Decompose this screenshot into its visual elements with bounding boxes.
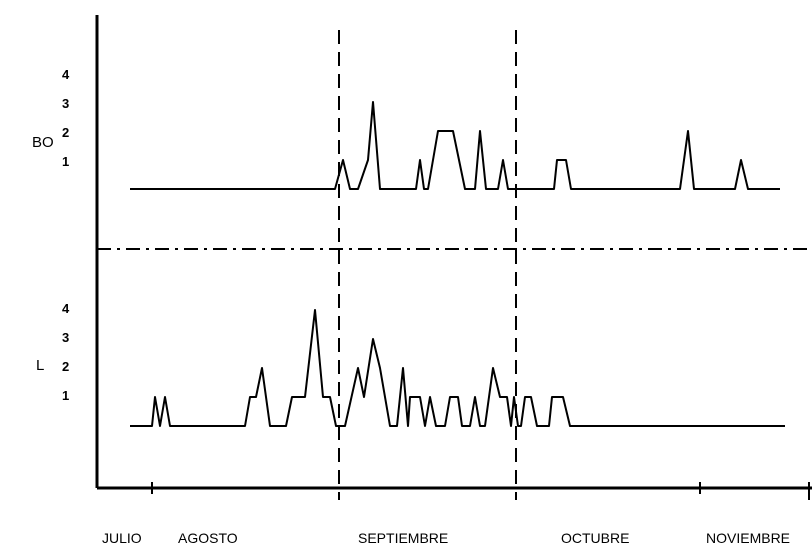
bo-ytick-4: 4 (62, 67, 70, 82)
l-ytick-4: 4 (62, 301, 70, 316)
month-noviembre: NOVIEMBRE (706, 530, 790, 546)
series-layer (130, 101, 785, 427)
bo-ytick-1: 1 (62, 154, 69, 169)
label-l: L (36, 357, 44, 374)
month-julio: JULIO (102, 530, 142, 546)
month-octubre: OCTUBRE (561, 530, 629, 546)
l-ytick-3: 3 (62, 330, 69, 345)
bo-ytick-3: 3 (62, 96, 69, 111)
bo-series-line (130, 101, 780, 190)
bo-ytick-2: 2 (62, 125, 69, 140)
l-series-line (130, 309, 785, 427)
month-agosto: AGOSTO (178, 530, 238, 546)
month-septiembre: SEPTIEMBRE (358, 530, 448, 546)
label-bo: BO (32, 134, 54, 151)
l-ytick-1: 1 (62, 388, 69, 403)
l-ytick-2: 2 (62, 359, 69, 374)
